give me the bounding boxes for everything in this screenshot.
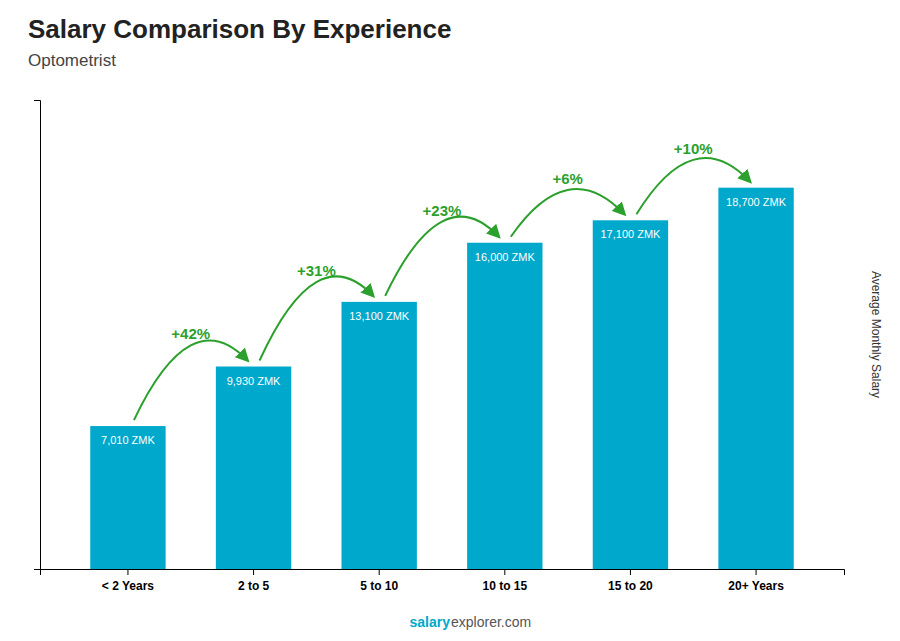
x-tick: 2 to 5 — [238, 569, 270, 593]
x-axis-line — [41, 570, 845, 576]
plot: < 2 Years 2 to 5 5 to 10 10 to 15 15 to 20 20… — [34, 101, 845, 594]
annotation-label: +42% — [171, 325, 210, 342]
bars — [90, 188, 794, 569]
x-tick-label: 10 to 15 — [482, 579, 527, 593]
data-label: 16,000 ZMK — [475, 251, 536, 263]
watermark: explorer.com — [451, 614, 531, 630]
x-tick: 15 to 20 — [608, 569, 653, 593]
bar — [593, 220, 668, 569]
x-tick-label: 15 to 20 — [608, 579, 653, 593]
x-tick-mark — [630, 569, 631, 575]
annotation-arrow — [134, 340, 248, 420]
data-label: 13,100 ZMK — [349, 310, 410, 322]
x-tick-mark — [504, 569, 505, 575]
x-tick-mark — [127, 569, 128, 575]
x-tick-mark — [379, 569, 380, 575]
subtitle: Optometrist — [28, 51, 116, 70]
data-label: 7,010 ZMK — [101, 434, 155, 446]
annotation-label: +10% — [674, 140, 713, 157]
data-label: 17,100 ZMK — [600, 228, 661, 240]
annotation-arrow — [636, 158, 750, 214]
bar — [342, 302, 417, 569]
x-tick-mark — [756, 569, 757, 575]
annotation-label: +23% — [423, 202, 462, 219]
x-tick-label: 2 to 5 — [238, 579, 270, 593]
data-label: 9,930 ZMK — [227, 375, 281, 387]
data-labels: 7,010 ZMK 9,930 ZMK 13,100 ZMK 16,000 ZMK 17… — [101, 196, 787, 446]
bar — [718, 188, 793, 569]
x-tick: < 2 Years — [102, 569, 154, 593]
annotation-label: +31% — [297, 262, 336, 279]
chart: < 2 Years 2 to 5 5 to 10 10 to 15 15 to 20 20… — [0, 0, 900, 641]
x-tick: 10 to 15 — [482, 569, 527, 593]
data-label: 18,700 ZMK — [726, 196, 787, 208]
x-tick: 5 to 10 — [360, 569, 398, 593]
x-tick-label: 20+ Years — [728, 579, 784, 593]
y-axis-line — [34, 101, 41, 570]
y-axis — [34, 101, 41, 570]
bar — [216, 367, 291, 569]
annotations: +42% +31% +23% +6% +10% — [134, 140, 750, 420]
bar — [90, 426, 165, 569]
y-axis-title: Average Monthly Salary — [869, 271, 883, 398]
bar — [467, 243, 542, 569]
x-tick-label: 5 to 10 — [360, 579, 398, 593]
x-axis: < 2 Years 2 to 5 5 to 10 10 to 15 15 to 20 20… — [41, 569, 845, 593]
watermark: salary — [410, 614, 451, 630]
annotation-label: +6% — [552, 170, 582, 187]
title: Salary Comparison By Experience — [28, 14, 451, 44]
annotation-arrow — [385, 217, 499, 296]
x-tick-label: < 2 Years — [102, 579, 154, 593]
x-tick-mark — [253, 569, 254, 575]
x-tick: 20+ Years — [728, 569, 784, 593]
annotation-arrow — [511, 189, 625, 237]
annotation-arrow — [260, 276, 374, 360]
